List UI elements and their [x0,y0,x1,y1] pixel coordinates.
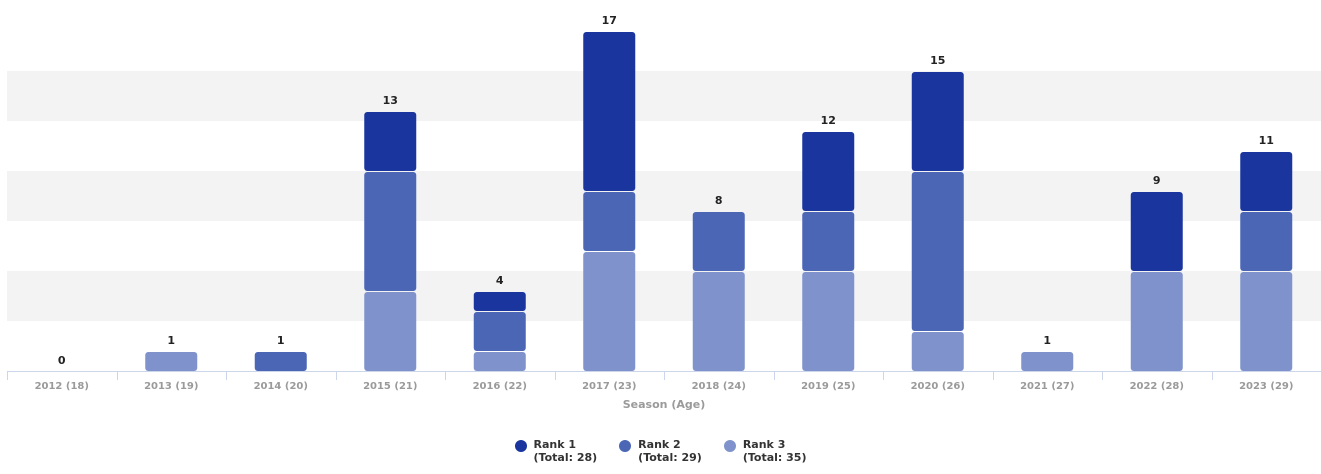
bar-segment-rank-3[interactable] [911,332,964,371]
legend-marker [723,440,736,452]
legend: Rank 1 (Total: 28) Rank 2 (Total: 29) Rank 3… [0,438,1321,464]
x-tick-label: 2021 (27) [1020,381,1074,392]
bar-segment-rank-2[interactable] [1240,212,1293,271]
legend-series-total: (Total: 35) [742,451,807,464]
x-tick-label: 2022 (28) [1130,381,1184,392]
x-tick-label: 2017 (23) [582,381,636,392]
bar-segment-rank-3[interactable] [145,352,198,371]
bar-segment-rank-3[interactable] [692,272,745,371]
legend-label: Rank 2 (Total: 29) [638,438,702,464]
legend-series-total: (Total: 28) [533,451,598,464]
x-tick-label: 2014 (20) [254,381,308,392]
bar-segment-rank-3[interactable] [583,252,636,371]
bar-segment-rank-3[interactable] [802,272,855,371]
total-label: 11 [1259,134,1274,147]
total-label: 1 [1043,334,1051,347]
legend-item-rank-3[interactable]: Rank 3 (Total: 35) [723,438,807,464]
legend-item-rank-2[interactable]: Rank 2 (Total: 29) [619,438,702,464]
total-label: 15 [930,54,945,67]
bar-segment-rank-1[interactable] [473,292,526,311]
total-label: 17 [602,14,617,27]
total-label: 8 [715,194,723,207]
legend-series-name: Rank 2 [638,438,681,451]
plot-bands [7,71,1321,321]
bar-segment-rank-2[interactable] [692,212,745,271]
bar-segment-rank-3[interactable] [1130,272,1183,371]
legend-series-name: Rank 1 [533,438,577,451]
x-tick-label: 2018 (24) [692,381,746,392]
total-label: 4 [496,274,504,287]
bar-segment-rank-2[interactable] [911,172,964,331]
total-label: 9 [1153,174,1161,187]
bar-segment-rank-1[interactable] [1130,192,1183,271]
total-label: 1 [167,334,175,347]
legend-marker [619,440,632,452]
bar-segment-rank-2[interactable] [473,312,526,351]
total-label: 1 [277,334,285,347]
bar-stacks [145,32,1293,371]
plot-band [7,71,1321,121]
legend-label: Rank 3 (Total: 35) [743,438,807,464]
legend-label: Rank 1 (Total: 28) [534,438,598,464]
bar-segment-rank-1[interactable] [1240,152,1293,211]
bar-segment-rank-2[interactable] [802,212,855,271]
x-tick-label: 2023 (29) [1239,381,1293,392]
bar-segment-rank-3[interactable] [1240,272,1293,371]
bar-segment-rank-1[interactable] [583,32,636,191]
x-tick-label: 2013 (19) [144,381,198,392]
legend-series-name: Rank 3 [742,438,786,451]
bar-segment-rank-1[interactable] [364,112,417,171]
plot-band [7,171,1321,221]
x-tick-label: 2020 (26) [911,381,965,392]
bar-segment-rank-3[interactable] [473,352,526,371]
x-tick-label: 2012 (18) [35,381,89,392]
total-label: 0 [58,354,66,367]
bar-segment-rank-3[interactable] [1021,352,1074,371]
bar-segment-rank-1[interactable] [802,132,855,211]
x-tick-label: 2016 (22) [473,381,527,392]
legend-item-rank-1[interactable]: Rank 1 (Total: 28) [514,438,598,464]
legend-series-total: (Total: 29) [638,451,702,464]
bar-segment-rank-3[interactable] [364,292,417,371]
bar-segment-rank-1[interactable] [911,72,964,171]
total-label: 13 [383,94,398,107]
x-axis-title: Season (Age) [623,398,705,411]
bar-segment-rank-2[interactable] [583,192,636,251]
bar-segment-rank-2[interactable] [364,172,417,291]
total-label: 12 [821,114,836,127]
x-tick-label: 2015 (21) [363,381,417,392]
legend-marker [514,440,527,452]
bar-segment-rank-2[interactable] [254,352,307,371]
x-axis-ticks: 2012 (18) 2013 (19) 2014 (20) 2015 (21) 2016… [7,371,1293,392]
x-tick-label: 2019 (25) [801,381,855,392]
plot-band [7,271,1321,321]
